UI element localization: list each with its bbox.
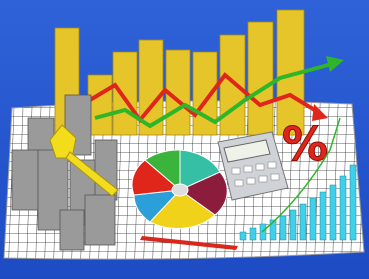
illustration: % [0, 0, 369, 279]
page: % (() => { const data = JSON.parse(docum… [0, 0, 369, 279]
